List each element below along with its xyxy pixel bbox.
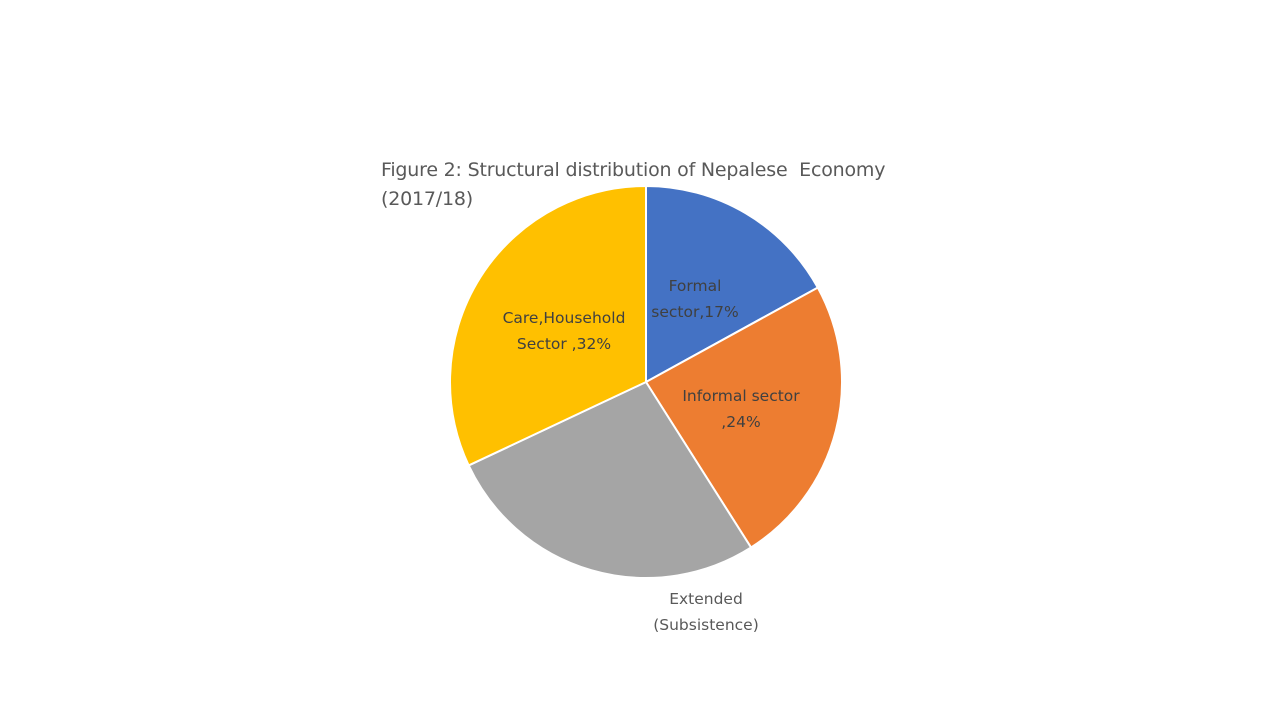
pie-slice-formal-sector [645,184,820,384]
data-label-extended: Extended (Subsistence) [653,590,759,634]
data-label-care: Care,Household Sector ,32% [502,309,626,353]
pie-slice-informal-sector [644,286,843,549]
data-label-informal: Informal sector ,24% [682,387,800,431]
chart-title: Figure 2: Structural distribution of Nep… [381,159,886,210]
pie-slice-care-household-sector [449,184,647,467]
data-label-formal: Formal sector,17% [651,277,739,321]
pie-slice-extended-subsistence [467,380,753,579]
